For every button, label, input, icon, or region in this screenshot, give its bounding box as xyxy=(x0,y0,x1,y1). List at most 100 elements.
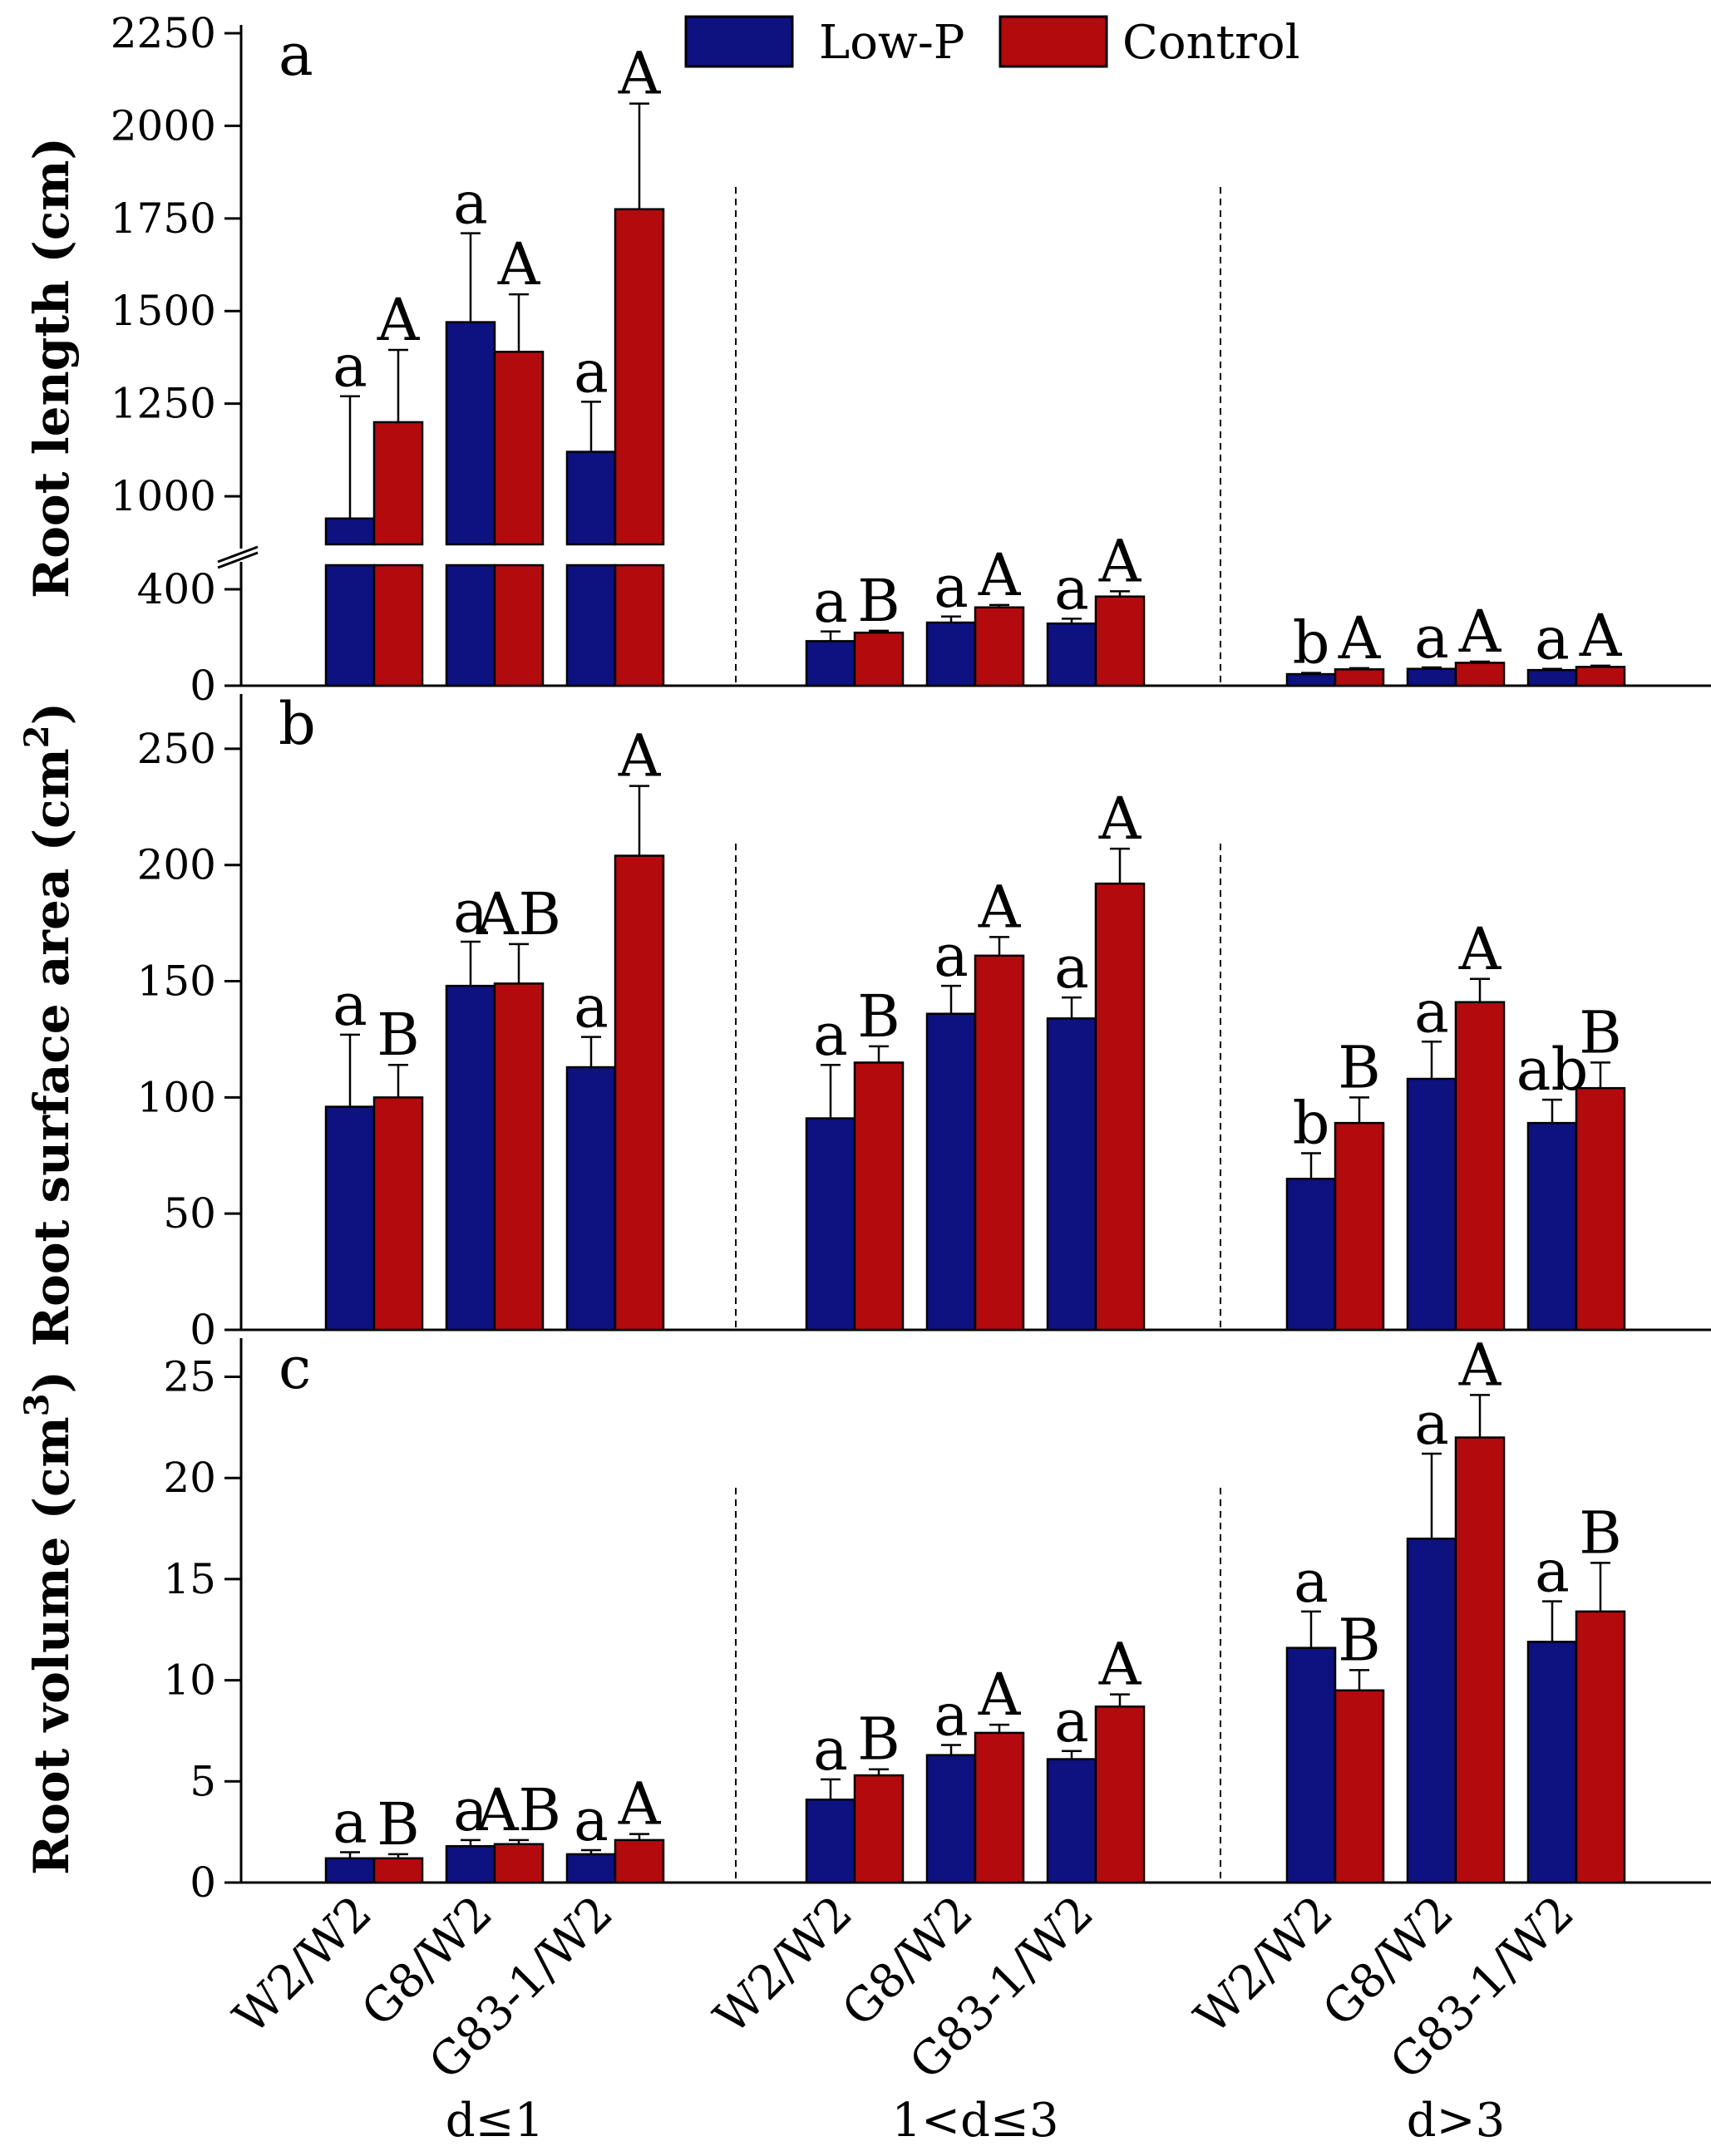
sig-letter-c-g2-c2-lowp: a xyxy=(1535,1538,1570,1606)
bar-a-g1-c2-lowp xyxy=(1046,622,1097,687)
sig-letter-c-g0-c0-control: B xyxy=(377,1790,419,1858)
bar-b-g0-c2-lowp xyxy=(565,1066,617,1332)
sig-letter-a-g0-c2-control: A xyxy=(618,40,662,108)
sig-letter-c-g1-c0-control: B xyxy=(857,1706,900,1774)
sig-letter-c-g0-c2-control: A xyxy=(618,1770,662,1839)
panel-letter-c: c xyxy=(279,1334,311,1402)
sig-letter-a-g2-c0-control: A xyxy=(1338,604,1382,672)
ytick-label-b-200: 200 xyxy=(137,841,216,889)
sig-letter-b-g0-c0-control: B xyxy=(377,1001,419,1069)
ytick-label-a-2250: 2250 xyxy=(111,9,216,57)
sig-letter-b-g1-c1-lowp: a xyxy=(934,922,969,990)
bar-c-g1-c1-control xyxy=(974,1731,1025,1884)
sig-letter-b-g0-c2-control: A xyxy=(618,722,662,790)
axis-break-mark-1 xyxy=(217,545,259,564)
ytick-label-c-15: 15 xyxy=(163,1555,216,1603)
ytick-label-c-5: 5 xyxy=(190,1757,216,1805)
sig-letter-a-g1-c1-control: A xyxy=(978,541,1022,609)
bar-c-g1-c2-control xyxy=(1094,1705,1146,1884)
bar-b-g1-c2-control xyxy=(1094,882,1146,1332)
ytick-label-b-0: 0 xyxy=(190,1306,216,1354)
sig-letter-c-g1-c2-lowp: a xyxy=(1054,1687,1089,1755)
sig-letter-b-g0-c1-lowp: a xyxy=(453,878,488,946)
sig-letter-c-g0-c1-control: AB xyxy=(476,1776,561,1844)
sig-letter-c-g0-c0-lowp: a xyxy=(333,1788,367,1856)
legend-label-control: Control xyxy=(1122,16,1300,70)
ytick-label-b-250: 250 xyxy=(137,725,216,773)
sig-letter-c-g0-c1-lowp: a xyxy=(453,1776,488,1844)
bar-a-g0-c1-lowp xyxy=(445,321,496,546)
sig-letter-a-g0-c1-control: A xyxy=(497,230,541,298)
bar-b-g0-c0-control xyxy=(372,1096,424,1332)
bar-b-g2-c1-lowp xyxy=(1406,1077,1457,1332)
bar-c-g1-c0-control xyxy=(853,1774,905,1884)
sig-letter-b-g2-c0-lowp: b xyxy=(1293,1089,1330,1157)
sig-letter-b-g2-c0-control: B xyxy=(1338,1033,1380,1101)
panel-letter-b: b xyxy=(279,690,316,758)
group-label-2: d>3 xyxy=(1407,2094,1505,2148)
bar-lower-a-g0-c0-control xyxy=(372,564,424,687)
bar-a-g0-c0-control xyxy=(372,421,424,546)
sig-letter-c-g1-c0-lowp: a xyxy=(813,1715,848,1784)
bar-b-g0-c0-lowp xyxy=(324,1105,376,1332)
sig-letter-b-g2-c1-control: A xyxy=(1458,915,1502,983)
bar-a-g1-c2-control xyxy=(1094,595,1146,687)
bar-a-g0-c0-lowp xyxy=(324,517,376,546)
sig-letter-b-g1-c2-lowp: a xyxy=(1054,933,1089,1002)
bar-b-g0-c2-control xyxy=(614,854,665,1332)
bar-lower-a-g0-c1-lowp xyxy=(445,564,496,687)
bar-a-g1-c1-control xyxy=(974,606,1025,687)
sig-letter-c-g2-c1-control: A xyxy=(1458,1331,1502,1399)
sig-letter-a-g2-c0-lowp: b xyxy=(1293,609,1330,677)
sig-letter-c-g1-c1-control: A xyxy=(978,1661,1022,1729)
sig-letter-a-g1-c1-lowp: a xyxy=(934,553,969,621)
sig-letter-b-g2-c1-lowp: a xyxy=(1414,977,1449,1046)
sig-letter-a-g2-c1-control: A xyxy=(1458,598,1502,666)
bar-c-g0-c2-lowp xyxy=(565,1853,617,1884)
legend-swatch-control xyxy=(998,15,1108,68)
ytick-label-a-1000: 1000 xyxy=(111,472,216,520)
bar-b-g1-c0-lowp xyxy=(805,1117,856,1332)
sig-letter-a-g0-c2-lowp: a xyxy=(574,337,609,406)
bar-a-g0-c2-control xyxy=(614,208,665,546)
legend-label-low-p: Low-P xyxy=(819,16,964,70)
sig-letter-a-g0-c1-lowp: a xyxy=(453,170,488,238)
sig-letter-a-g2-c2-lowp: a xyxy=(1535,605,1570,673)
bar-a-g2-c1-control xyxy=(1454,662,1506,687)
ytick-label-a-1500: 1500 xyxy=(111,287,216,335)
sig-letter-b-g0-c0-lowp: a xyxy=(333,971,367,1039)
ytick-label-a-2000: 2000 xyxy=(111,101,216,150)
bar-b-g2-c2-lowp xyxy=(1526,1121,1578,1332)
bar-b-g2-c0-lowp xyxy=(1285,1177,1337,1332)
sig-letter-b-g1-c0-lowp: a xyxy=(813,1001,848,1069)
bar-c-g2-c2-control xyxy=(1575,1610,1626,1884)
axis-break-band xyxy=(208,549,690,562)
ytick-label-b-100: 100 xyxy=(137,1073,216,1121)
ytick-label-a-low-0: 0 xyxy=(190,662,216,710)
bar-b-g0-c1-lowp xyxy=(445,984,496,1332)
sig-letter-c-g2-c0-control: B xyxy=(1338,1606,1380,1674)
bar-c-g0-c2-control xyxy=(614,1839,665,1884)
bar-c-g2-c0-control xyxy=(1334,1689,1385,1884)
bar-lower-a-g0-c1-control xyxy=(493,564,545,687)
bar-lower-a-g0-c0-lowp xyxy=(324,564,376,687)
ytick-label-b-150: 150 xyxy=(137,957,216,1006)
sig-letter-a-g2-c2-control: A xyxy=(1579,602,1623,670)
sig-letter-a-g1-c0-lowp: a xyxy=(813,568,848,636)
sig-letter-a-g0-c0-control: A xyxy=(377,286,421,354)
group-label-0: d≤1 xyxy=(446,2094,544,2148)
bar-c-g1-c1-lowp xyxy=(925,1754,977,1884)
bar-c-g2-c0-lowp xyxy=(1285,1647,1337,1884)
bar-c-g0-c1-control xyxy=(493,1843,545,1884)
group-label-1: 1<d≤3 xyxy=(892,2094,1059,2148)
sig-letter-a-g2-c1-lowp: a xyxy=(1414,603,1449,672)
ytick-label-a-1250: 1250 xyxy=(111,380,216,428)
ytick-label-c-20: 20 xyxy=(163,1454,216,1502)
bar-c-g1-c2-lowp xyxy=(1046,1758,1097,1884)
sig-letter-b-g1-c1-control: A xyxy=(978,873,1022,941)
bar-lower-a-g0-c2-lowp xyxy=(565,564,617,687)
axis-break-mark-2 xyxy=(217,551,259,569)
bar-lower-a-g0-c2-control xyxy=(614,564,665,687)
bar-a-g1-c0-lowp xyxy=(805,640,856,687)
bar-c-g0-c0-control xyxy=(372,1857,424,1884)
